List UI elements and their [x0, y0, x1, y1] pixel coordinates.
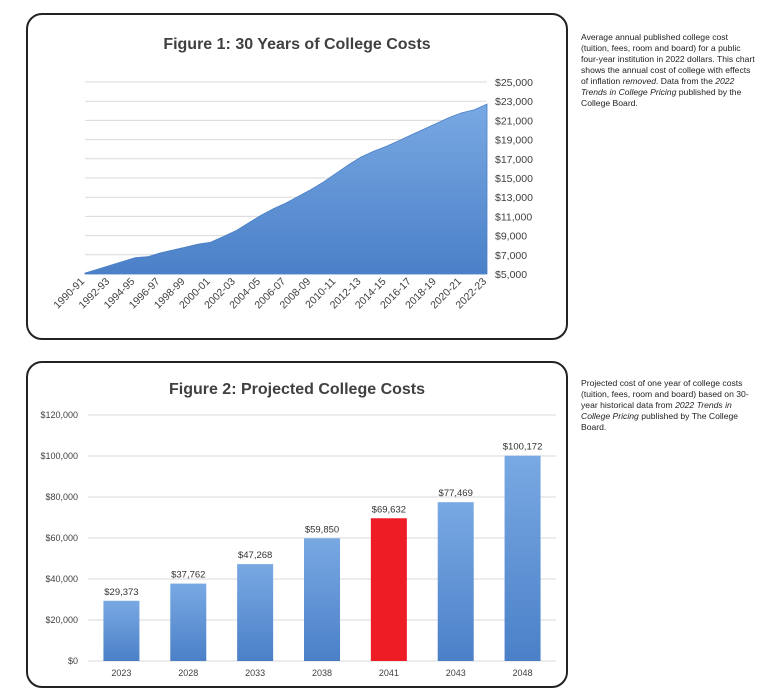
- caption-text: Average annual published college cost (t…: [581, 32, 755, 86]
- figure-2-panel: Figure 2: Projected College Costs $0 $20,…: [26, 361, 568, 688]
- figure-2-caption: Projected cost of one year of college co…: [581, 378, 757, 433]
- y-tick-label: $9,000: [495, 231, 527, 243]
- y-tick-label: $15,000: [495, 173, 533, 185]
- figure-1-chart: $5,000 $7,000 $9,000 $11,000 $13,000 $15,000 $…: [51, 77, 533, 311]
- data-label: $100,172: [503, 442, 543, 453]
- y-tick-label: $20,000: [45, 615, 78, 625]
- caption-text: published by The College Board.: [581, 411, 739, 432]
- figure-1-title: Figure 1: 30 Years of College Costs: [163, 36, 431, 53]
- data-label: $59,850: [305, 524, 339, 535]
- bar-2028: [170, 583, 207, 661]
- y-tick-label: $11,000: [495, 211, 532, 223]
- x-tick-label: 2041: [379, 668, 399, 678]
- y-tick-label: $23,000: [495, 96, 533, 108]
- caption-emphasis: 2022 Trends in College Pricing: [581, 400, 732, 421]
- x-tick-label: 2028: [178, 668, 198, 678]
- data-label: $47,268: [238, 550, 272, 561]
- y-tick-label: $0: [68, 656, 78, 666]
- caption-text: . Data from the: [656, 76, 716, 86]
- data-label: $37,762: [171, 570, 205, 581]
- y-tick-label: $17,000: [495, 154, 533, 166]
- y-tick-label: $5,000: [495, 269, 527, 281]
- data-label: $69,632: [372, 504, 406, 515]
- y-tick-label: $80,000: [45, 492, 78, 502]
- x-tick-label: 2023: [111, 668, 131, 678]
- figure-2-title: Figure 2: Projected College Costs: [168, 381, 426, 398]
- y-tick-label: $120,000: [40, 410, 78, 420]
- figure-1-caption: Average annual published college cost (t…: [581, 32, 757, 109]
- caption-emphasis: removed: [622, 76, 657, 86]
- x-tick-label: 2043: [446, 668, 466, 678]
- data-label: $29,373: [104, 587, 138, 598]
- figure-1-panel: Figure 1: 30 Years of College Costs $5,0…: [26, 13, 568, 340]
- caption-text: Projected cost of one year of college co…: [581, 378, 749, 410]
- x-tick-label: 2038: [312, 668, 332, 678]
- bar-2043: [437, 502, 474, 661]
- bar-2033: [237, 564, 274, 661]
- x-tick-label: 2033: [245, 668, 265, 678]
- caption-text: published by the College Board.: [581, 87, 742, 108]
- figure-2-chart: $0 $20,000 $40,000 $60,000 $80,000 $100,000 $1…: [40, 410, 556, 678]
- cost-area-series: [84, 103, 488, 275]
- bar-2038: [304, 538, 340, 661]
- y-tick-label: $7,000: [495, 250, 527, 262]
- y-tick-label: $13,000: [495, 192, 533, 204]
- y-tick-label: $25,000: [495, 77, 533, 89]
- y-tick-label: $40,000: [45, 574, 78, 584]
- y-tick-label: $21,000: [495, 115, 533, 127]
- y-tick-label: $19,000: [495, 135, 533, 147]
- bar-2048: [504, 455, 541, 661]
- y-tick-label: $60,000: [45, 533, 78, 543]
- x-tick-label: 2048: [513, 668, 533, 678]
- y-tick-label: $100,000: [40, 451, 78, 461]
- bar-2041: [370, 518, 407, 661]
- bar-2023: [103, 600, 140, 661]
- data-label: $77,469: [439, 488, 473, 499]
- caption-emphasis: 2022 Trends in College Pricing: [581, 76, 735, 97]
